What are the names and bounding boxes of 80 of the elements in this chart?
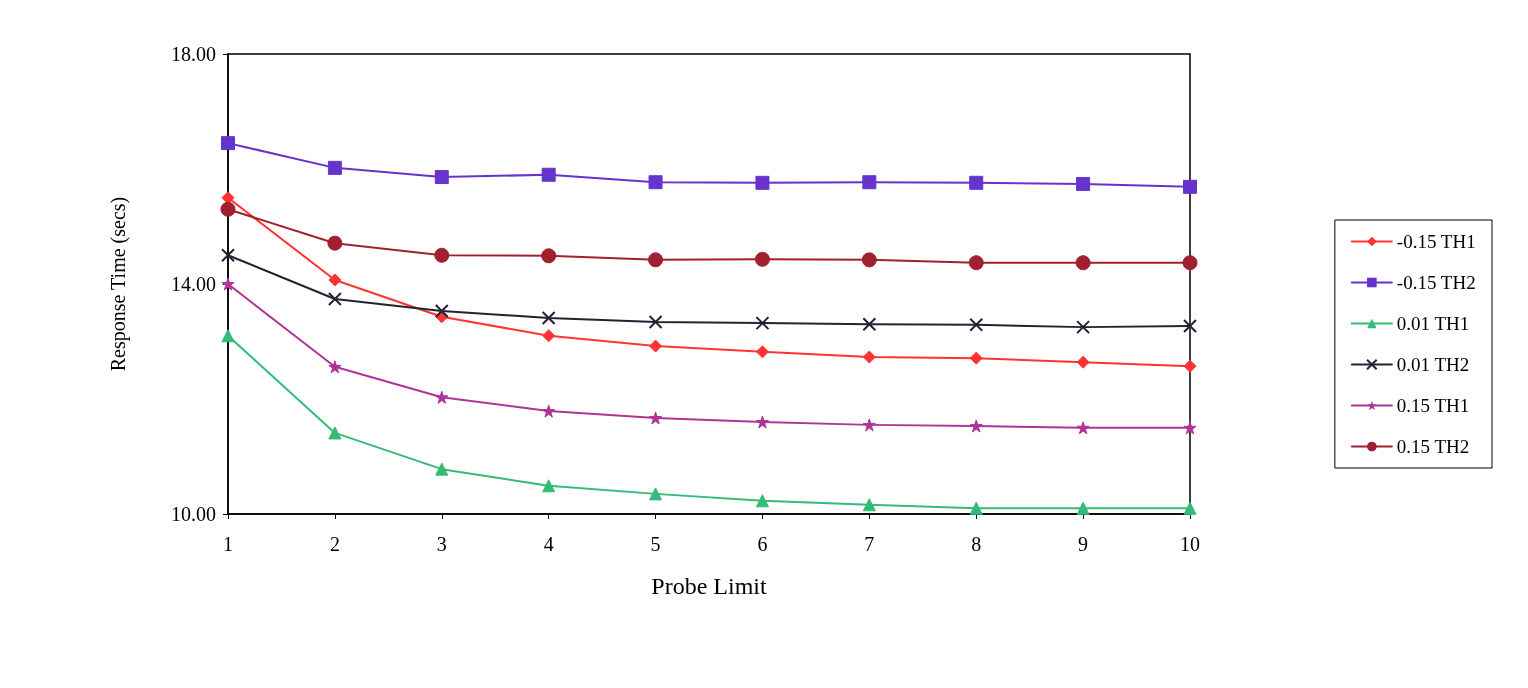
point bbox=[542, 404, 556, 418]
x-tick-label: 5 bbox=[650, 533, 661, 555]
point bbox=[221, 136, 235, 151]
point bbox=[435, 462, 449, 476]
point bbox=[434, 170, 449, 185]
point bbox=[221, 191, 235, 205]
x-tick-label: 10 bbox=[1180, 533, 1200, 555]
point bbox=[649, 411, 663, 425]
point bbox=[862, 350, 876, 364]
point bbox=[861, 252, 877, 268]
point bbox=[327, 291, 342, 306]
point bbox=[221, 248, 235, 263]
point bbox=[648, 175, 663, 190]
point bbox=[969, 351, 983, 365]
point bbox=[435, 390, 449, 404]
y-tick-label: 10.00 bbox=[171, 503, 216, 525]
point bbox=[328, 426, 342, 440]
point bbox=[649, 339, 663, 353]
point bbox=[541, 310, 556, 325]
point bbox=[862, 317, 877, 332]
point bbox=[969, 501, 983, 515]
point bbox=[968, 255, 984, 271]
point bbox=[542, 479, 556, 493]
legend-label: 0.15 TH2 bbox=[1396, 436, 1470, 457]
point bbox=[755, 175, 770, 190]
legend-label: 0.01 TH2 bbox=[1396, 354, 1470, 375]
point bbox=[862, 175, 877, 190]
point bbox=[542, 329, 556, 343]
point bbox=[328, 360, 342, 374]
point bbox=[541, 167, 556, 182]
point bbox=[327, 235, 343, 251]
point bbox=[1183, 421, 1197, 435]
point bbox=[755, 345, 769, 359]
y-tick-label: 14.00 bbox=[171, 273, 216, 295]
point bbox=[648, 314, 663, 329]
point bbox=[221, 329, 235, 343]
point bbox=[755, 316, 770, 331]
point bbox=[541, 248, 557, 264]
x-tick-label: 7 bbox=[864, 533, 875, 555]
point bbox=[1183, 359, 1197, 373]
point bbox=[434, 304, 449, 319]
x-tick-label: 4 bbox=[543, 533, 554, 555]
point bbox=[754, 251, 770, 267]
point bbox=[1183, 501, 1197, 515]
y-axis-title: Response Time (secs) bbox=[107, 196, 130, 372]
point bbox=[328, 273, 342, 287]
x-tick-label: 3 bbox=[436, 533, 447, 555]
x-tick-label: 8 bbox=[971, 533, 982, 555]
x-axis-title: Probe Limit bbox=[651, 573, 767, 599]
point bbox=[1182, 255, 1198, 271]
point bbox=[1183, 318, 1197, 333]
point bbox=[755, 415, 769, 429]
point bbox=[969, 175, 984, 190]
point bbox=[220, 201, 236, 217]
point bbox=[755, 494, 769, 508]
point bbox=[221, 277, 235, 291]
point bbox=[862, 498, 876, 512]
point bbox=[1076, 421, 1090, 435]
point bbox=[1076, 501, 1090, 515]
point bbox=[648, 252, 664, 268]
y-tick-label: 18.00 bbox=[171, 43, 216, 65]
legend-label: 0.15 TH1 bbox=[1396, 395, 1470, 416]
point bbox=[649, 487, 663, 501]
point bbox=[1076, 355, 1090, 369]
point bbox=[1183, 179, 1197, 194]
point bbox=[327, 160, 342, 175]
legend-label: -0.15 TH2 bbox=[1396, 272, 1476, 293]
point bbox=[969, 317, 984, 332]
point bbox=[434, 247, 450, 263]
legend-label: 0.01 TH1 bbox=[1396, 313, 1470, 334]
point bbox=[969, 419, 983, 433]
point bbox=[1076, 320, 1091, 335]
point bbox=[1076, 176, 1091, 191]
x-tick-label: 6 bbox=[757, 533, 768, 555]
legend-label: -0.15 TH1 bbox=[1396, 231, 1476, 252]
x-tick-label: 2 bbox=[329, 533, 340, 555]
point bbox=[1075, 255, 1091, 271]
point bbox=[862, 418, 876, 432]
x-tick-label: 9 bbox=[1078, 533, 1089, 555]
x-tick-label: 1 bbox=[223, 533, 233, 555]
